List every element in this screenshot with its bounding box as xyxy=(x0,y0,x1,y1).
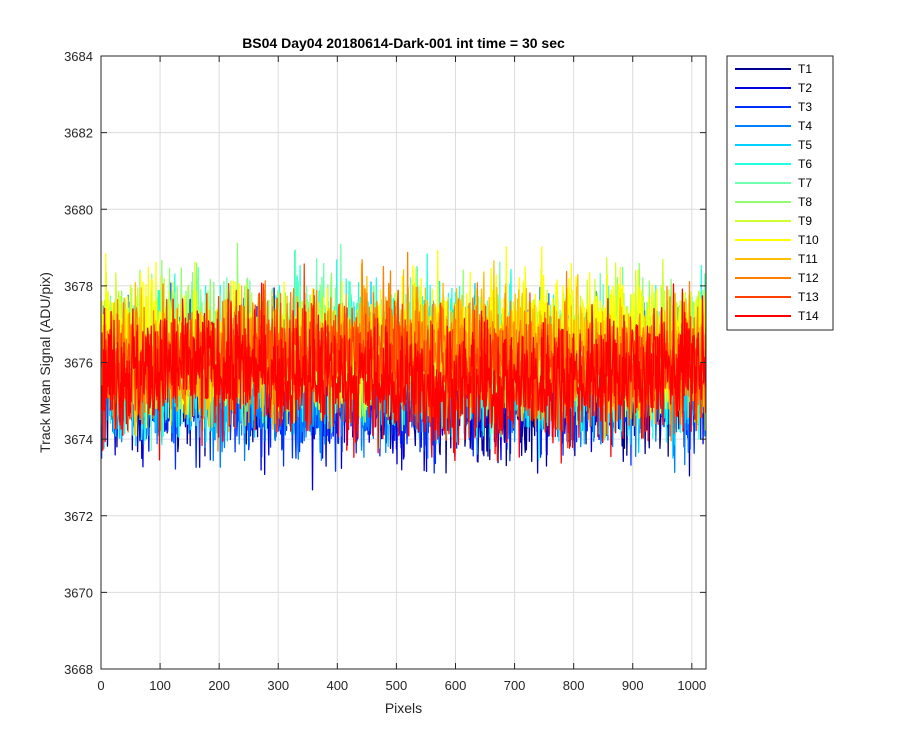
y-tick-label: 3670 xyxy=(64,585,93,600)
legend-label-t9: T9 xyxy=(798,214,812,228)
legend-label-t3: T3 xyxy=(798,100,812,114)
legend-label-t1: T1 xyxy=(798,62,812,76)
x-tick-label: 200 xyxy=(208,678,230,693)
x-tick-label: 100 xyxy=(149,678,171,693)
x-tick-label: 900 xyxy=(622,678,644,693)
legend: T1 T2 T3 T4 T5 T6 T7 T8 T9 T10 T11 T12 T13 T14 xyxy=(726,55,834,331)
x-tick-label: 700 xyxy=(504,678,526,693)
x-axis-label: Pixels xyxy=(385,700,422,716)
y-tick-label: 3674 xyxy=(64,432,93,447)
legend-label-t4: T4 xyxy=(798,119,812,133)
series-group xyxy=(101,242,706,491)
x-tick-label: 400 xyxy=(326,678,348,693)
y-tick-label: 3684 xyxy=(64,49,93,64)
x-tick-label: 500 xyxy=(386,678,408,693)
y-tick-label: 3676 xyxy=(64,356,93,371)
x-tick-label: 800 xyxy=(563,678,585,693)
legend-label-t7: T7 xyxy=(798,176,812,190)
legend-label-t5: T5 xyxy=(798,138,812,152)
chart-title: BS04 Day04 20180614-Dark-001 int time = … xyxy=(242,35,565,51)
legend-label-t2: T2 xyxy=(798,81,812,95)
x-tick-label: 0 xyxy=(97,678,104,693)
legend-label-t13: T13 xyxy=(798,290,819,304)
legend-label-t12: T12 xyxy=(798,271,819,285)
x-tick-label: 300 xyxy=(267,678,289,693)
y-axis-label: Track Mean Signal (ADU/pix) xyxy=(37,272,53,453)
legend-label-t10: T10 xyxy=(798,233,819,247)
x-tick-label: 1000 xyxy=(677,678,706,693)
legend-label-t11: T11 xyxy=(798,252,818,266)
y-tick-label: 3680 xyxy=(64,202,93,217)
y-tick-label: 3682 xyxy=(64,126,93,141)
legend-label-t6: T6 xyxy=(798,157,812,171)
y-tick-label: 3668 xyxy=(64,662,93,677)
series-line-t14 xyxy=(101,282,706,464)
legend-label-t8: T8 xyxy=(798,195,812,209)
legend-box xyxy=(726,55,834,331)
x-tick-label: 600 xyxy=(445,678,467,693)
axis-ticks: 0 100 200 300 400 500 600 700 800 900 1000 3668 3670… xyxy=(64,49,706,693)
y-tick-label: 3678 xyxy=(64,279,93,294)
legend-label-t14: T14 xyxy=(798,309,819,323)
y-tick-label: 3672 xyxy=(64,509,93,524)
